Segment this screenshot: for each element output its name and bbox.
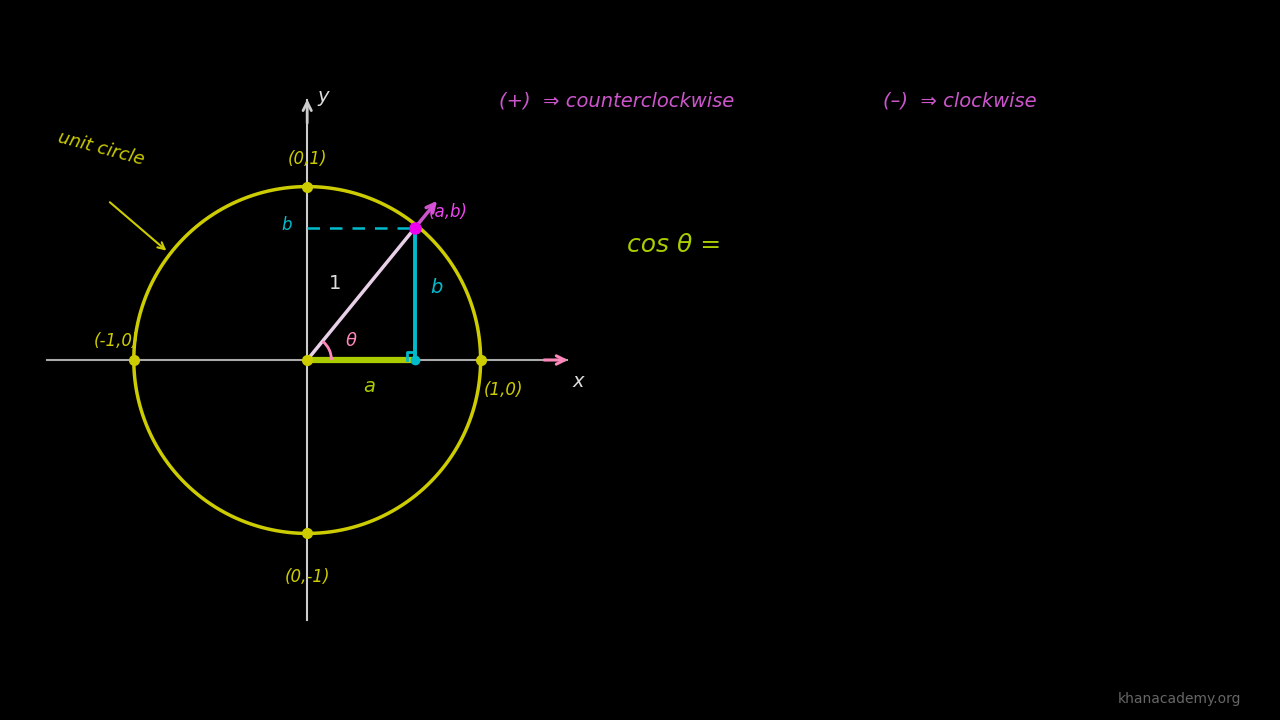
Text: (-1,0): (-1,0): [93, 332, 140, 350]
Text: 1: 1: [329, 274, 342, 293]
Text: b: b: [430, 278, 443, 297]
Text: y: y: [317, 87, 329, 106]
Text: (0,-1): (0,-1): [284, 568, 330, 586]
Text: (a,b): (a,b): [429, 203, 467, 221]
Text: khanacademy.org: khanacademy.org: [1119, 692, 1242, 706]
Text: (+)  ⇒ counterclockwise: (+) ⇒ counterclockwise: [499, 91, 735, 110]
Text: θ: θ: [346, 332, 356, 350]
Text: x: x: [572, 372, 584, 391]
Text: (0,1): (0,1): [288, 150, 326, 168]
Text: (–)  ⇒ clockwise: (–) ⇒ clockwise: [883, 91, 1037, 110]
Text: a: a: [364, 377, 375, 396]
Text: cos θ =: cos θ =: [627, 233, 722, 257]
Text: unit circle: unit circle: [56, 128, 146, 168]
Text: b: b: [282, 216, 292, 234]
Text: (1,0): (1,0): [484, 381, 524, 399]
